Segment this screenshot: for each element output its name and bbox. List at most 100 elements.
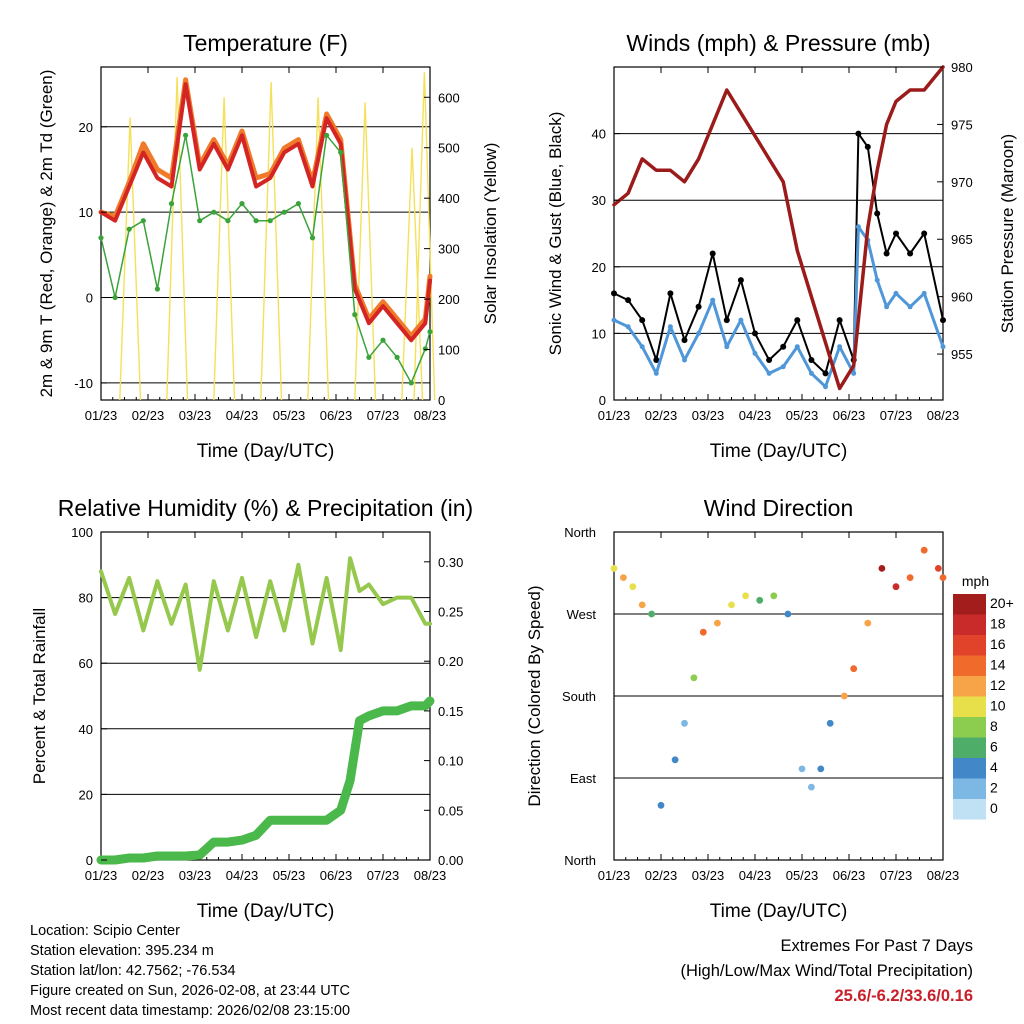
y-tick-label: East <box>570 771 596 786</box>
extremes-values: 25.6/-6.2/33.6/0.16 <box>834 987 973 1005</box>
wind-point <box>682 357 687 363</box>
x-tick-label: 04/23 <box>739 868 772 883</box>
x-tick-label: 06/23 <box>320 408 353 423</box>
precip-line <box>96 696 435 865</box>
wind-point <box>808 370 814 376</box>
y-axis-label: Sonic Wind & Gust (Blue, Black) <box>546 112 565 356</box>
y-tick-label: 0 <box>86 291 93 306</box>
x-axis-label: Time (Day/UTC) <box>197 901 335 922</box>
location-text: Location: Scipio Center <box>30 923 180 939</box>
wind-point <box>884 304 890 310</box>
rh-line <box>99 556 432 672</box>
latlon-text: Station lat/lon: 42.7562; -76.534 <box>30 963 236 979</box>
direction-point <box>826 719 834 727</box>
gust-point <box>695 303 702 310</box>
direction-point <box>840 692 848 700</box>
colorbar-swatch <box>953 799 986 820</box>
wind-point <box>625 324 631 330</box>
x-tick-label: 01/23 <box>598 408 631 423</box>
direction-point <box>850 665 858 673</box>
x-tick-label: 04/23 <box>226 868 259 883</box>
y-right-tick-label: 100 <box>438 343 460 358</box>
colorbar-unit: mph <box>962 573 989 589</box>
colorbar-swatch <box>953 676 986 697</box>
y-tick-label: North <box>564 525 596 540</box>
solar-insolation-peak <box>354 102 377 401</box>
y-right-tick-label: 0.15 <box>438 704 463 719</box>
colorbar-label: 4 <box>990 759 998 775</box>
wind-point <box>921 290 927 296</box>
gust-point <box>653 357 660 363</box>
direction-point <box>728 601 735 609</box>
x-tick-label: 07/23 <box>367 408 400 423</box>
colorbar-swatch <box>953 614 986 635</box>
x-tick-label: 02/23 <box>645 868 678 883</box>
gust-point <box>822 370 829 377</box>
x-tick-label: 01/23 <box>85 868 118 883</box>
x-axis-label: Time (Day/UTC) <box>710 441 848 462</box>
colorbar-swatch <box>953 696 986 717</box>
gust-point <box>639 317 646 324</box>
x-tick-label: 08/23 <box>927 868 960 883</box>
gust-point <box>737 277 744 284</box>
colorbar-label: 12 <box>990 677 1006 693</box>
y-right-tick-label: 0 <box>438 393 445 408</box>
x-axis-label: Time (Day/UTC) <box>197 441 335 462</box>
y-tick-label: 20 <box>79 787 93 802</box>
colorbar-swatch <box>953 758 986 779</box>
wind-point <box>738 317 744 323</box>
y-right-tick-label: 500 <box>438 141 460 156</box>
recent-timestamp-text: Most recent data timestamp: 2026/02/08 2… <box>30 1003 351 1019</box>
direction-point <box>648 610 655 618</box>
colorbar-swatch <box>953 635 986 656</box>
elevation-text: Station elevation: 395.234 m <box>30 943 214 959</box>
temperature-panel: 01/23 02/23 03/23 04/23 05/23 06/23 07/23 08/23… <box>37 30 500 462</box>
colorbar-label: 16 <box>990 636 1006 652</box>
wind-point <box>780 364 786 370</box>
gust-point <box>808 357 815 363</box>
colorbar-label: 0 <box>990 800 998 816</box>
gust-point <box>625 297 632 304</box>
x-tick-label: 08/23 <box>414 868 447 883</box>
direction-point <box>714 619 721 627</box>
plot-frame <box>100 531 431 861</box>
gust-point <box>855 130 862 137</box>
y-right-tick-label: 300 <box>438 242 460 257</box>
wind-point <box>893 290 899 296</box>
x-tick-label: 07/23 <box>880 408 913 423</box>
x-tick-label: 08/23 <box>927 408 960 423</box>
direction-point <box>920 546 928 554</box>
x-tick-label: 02/23 <box>645 408 678 423</box>
direction-point <box>892 583 900 591</box>
y-right-tick-label: 975 <box>951 117 973 132</box>
humidity-precip-panel: 01/23 02/23 03/23 04/23 05/23 06/23 07/23 08/23… <box>30 495 473 922</box>
colorbar-label: 14 <box>990 657 1006 673</box>
wind-point <box>940 344 946 350</box>
y-right-tick-label: 0.25 <box>438 605 463 620</box>
wind-point <box>907 304 913 310</box>
direction-point <box>610 565 618 572</box>
wind-point <box>837 344 843 350</box>
y-right-tick-label: 200 <box>438 292 460 307</box>
direction-point <box>864 619 872 627</box>
solar-insolation-peak <box>401 147 424 401</box>
y-right-tick-label: 0.00 <box>438 853 463 868</box>
colorbar-swatch <box>953 778 986 799</box>
x-tick-label: 01/23 <box>598 868 631 883</box>
solar-insolation-peak <box>307 97 330 401</box>
gust-point <box>766 357 773 363</box>
direction-point <box>629 583 637 591</box>
gust-point <box>723 317 730 324</box>
solar-insolation-peak <box>119 117 142 401</box>
direction-point <box>657 801 665 809</box>
created-text: Figure created on Sun, 2026-02-08, at 23… <box>30 983 350 999</box>
y-tick-label: 0 <box>86 853 93 868</box>
y-right-tick-label: 970 <box>951 175 973 190</box>
y-tick-label: -10 <box>74 376 93 391</box>
y-tick-label: 30 <box>592 193 606 208</box>
gust-point <box>667 290 674 297</box>
x-tick-label: 06/23 <box>833 868 866 883</box>
direction-point <box>671 756 679 764</box>
direction-point <box>906 574 914 581</box>
